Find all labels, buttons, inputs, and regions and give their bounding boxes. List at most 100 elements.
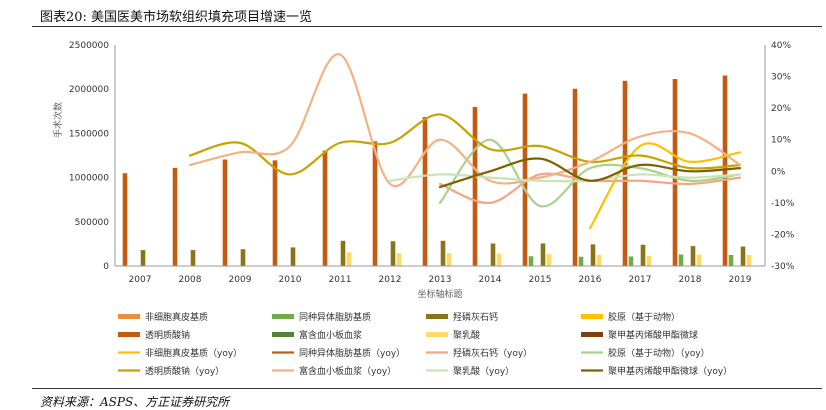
y2-tick-label: 10%	[771, 136, 791, 146]
bar	[640, 244, 646, 266]
bar	[696, 254, 702, 266]
bar	[390, 241, 396, 266]
bar	[622, 80, 628, 266]
bar	[728, 254, 734, 266]
legend-swatch	[426, 332, 448, 337]
x-tick-label: 2015	[529, 275, 552, 285]
legend-label: 富含血小板血浆（yoy）	[299, 365, 396, 377]
legend-label: 胶原（基于动物）（yoy）	[608, 347, 710, 359]
bar	[596, 254, 602, 266]
bar	[396, 253, 402, 266]
chart-canvas: 05000001000000150000020000002500000手术次数 …	[52, 41, 795, 377]
x-tick-label: 2009	[229, 275, 252, 285]
bar	[446, 253, 452, 266]
y2-tick-label: 30%	[771, 73, 791, 83]
x-tick-label: 2013	[429, 275, 452, 285]
legend-label: 羟磷灰石钙	[453, 311, 498, 323]
source-rule	[32, 388, 822, 389]
bar	[722, 75, 728, 266]
bar	[740, 246, 746, 266]
bar	[590, 244, 596, 266]
bar	[690, 246, 696, 266]
title-rule	[32, 26, 822, 27]
legend-label: 羟磷灰石钙（yoy）	[453, 347, 532, 359]
y2-tick-label: 40%	[771, 41, 791, 51]
legend-swatch	[581, 314, 603, 319]
bar	[678, 254, 684, 266]
figure-title: 图表20: 美国医美市场软组织填充项目增速一览	[40, 10, 313, 25]
x-tick-label: 2016	[579, 275, 602, 285]
legend-swatch	[118, 332, 140, 337]
series-line	[438, 138, 742, 208]
bar	[172, 167, 178, 266]
x-axis-title: 坐标轴标题	[417, 288, 462, 300]
legend-label: 同种异体脂肪基质	[299, 311, 371, 323]
series-line	[188, 53, 742, 188]
legend-label: 非细胞真皮基质（yoy）	[145, 347, 242, 359]
y-tick-label: 500000	[75, 218, 110, 228]
legend-label: 聚乳酸（yoy）	[453, 365, 514, 377]
y2-tick-label: 20%	[771, 104, 791, 114]
bar	[440, 240, 446, 266]
x-tick-label: 2011	[329, 275, 352, 285]
y-tick-label: 0	[103, 262, 109, 272]
bar	[422, 117, 428, 267]
y2-tick-label: -20%	[771, 230, 795, 240]
bar	[628, 256, 634, 266]
bar	[372, 141, 378, 266]
y2-tick-label: -30%	[771, 262, 795, 272]
bar	[672, 79, 678, 266]
bar	[340, 240, 346, 266]
legend-label: 胶原（基于动物）	[608, 311, 680, 323]
legend-label: 同种异体脂肪基质（yoy）	[299, 347, 405, 359]
x-tick-label: 2012	[379, 275, 402, 285]
x-tick-label: 2018	[679, 275, 702, 285]
source-note: 资料来源：ASPS、方正证券研究所	[40, 395, 230, 409]
bar	[646, 255, 652, 266]
y-tick-label: 2500000	[69, 41, 109, 51]
legend-label: 聚甲基丙烯酸甲酯微球（yoy）	[608, 365, 732, 377]
bar	[222, 159, 228, 266]
y2-tick-label: -10%	[771, 199, 795, 209]
y-tick-label: 2000000	[69, 85, 109, 95]
series-line	[388, 173, 742, 183]
bar	[190, 250, 196, 266]
bar	[272, 160, 278, 266]
bar	[546, 254, 552, 266]
legend-swatch	[426, 314, 448, 319]
bar	[290, 247, 296, 266]
series-line	[188, 113, 742, 176]
x-tick-label: 2007	[129, 275, 152, 285]
y-axis-title: 手术次数	[52, 102, 64, 138]
bar	[472, 106, 478, 266]
series-line	[438, 157, 742, 189]
bar	[346, 252, 352, 266]
legend-label: 富含血小板血浆	[299, 329, 362, 341]
series-line	[588, 142, 742, 230]
bar	[528, 256, 534, 266]
legend-swatch	[272, 332, 294, 337]
bar	[122, 173, 128, 266]
bar	[746, 254, 752, 266]
bar	[322, 150, 328, 266]
y-tick-label: 1500000	[69, 129, 109, 139]
y2-tick-label: 0%	[771, 167, 786, 177]
bar	[540, 243, 546, 266]
legend-swatch	[118, 314, 140, 319]
legend-label: 透明质酸钠（yoy）	[145, 365, 224, 377]
x-tick-label: 2008	[179, 275, 202, 285]
legend-label: 聚甲基丙烯酸甲酯微球	[608, 329, 698, 341]
legend-swatch	[272, 314, 294, 319]
bar	[496, 253, 502, 266]
legend-label: 非细胞真皮基质	[145, 311, 208, 323]
x-tick-label: 2010	[279, 275, 302, 285]
bar	[578, 256, 584, 266]
bar	[140, 250, 146, 266]
y-tick-label: 1000000	[69, 174, 109, 184]
legend-label: 聚乳酸	[453, 329, 480, 341]
legend-swatch	[581, 332, 603, 337]
x-tick-label: 2017	[629, 275, 652, 285]
bar	[240, 249, 246, 266]
x-tick-label: 2014	[479, 275, 502, 285]
x-tick-label: 2019	[729, 275, 752, 285]
